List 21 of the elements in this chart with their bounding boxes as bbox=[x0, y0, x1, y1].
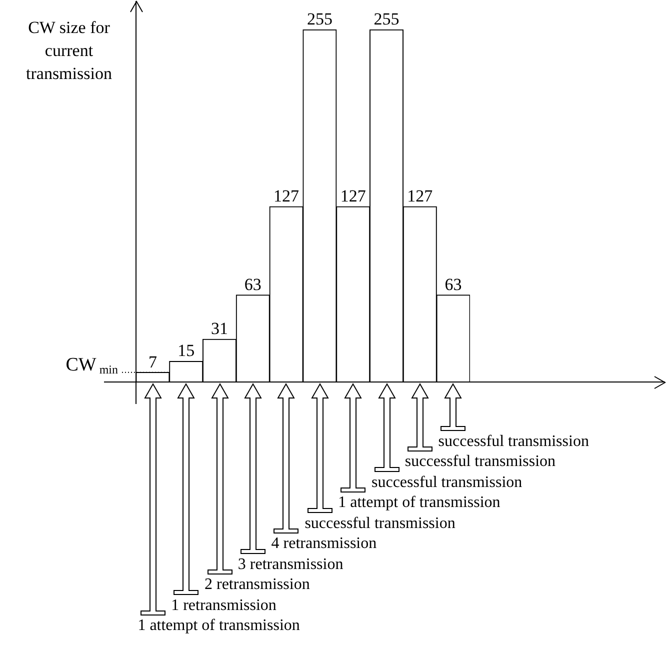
text: successful transmission bbox=[304, 514, 456, 532]
data-label: 255 bbox=[306, 10, 332, 29]
data-label: 63 bbox=[444, 274, 462, 294]
data-label: 15 bbox=[178, 341, 195, 360]
text: 3 retransmission bbox=[238, 556, 344, 574]
data-label: 127 bbox=[407, 186, 434, 206]
text: successful transmission bbox=[372, 474, 522, 492]
text: successful transmission bbox=[404, 453, 556, 471]
text: successful transmission bbox=[438, 432, 589, 450]
data-label: 127 bbox=[340, 186, 366, 206]
data-label: 31 bbox=[211, 319, 228, 338]
y-axis-title: CW size for current transmission bbox=[25, 17, 113, 85]
text: 2 retransmission bbox=[204, 576, 310, 594]
data-label: 7 bbox=[148, 352, 158, 372]
data-label: 127 bbox=[274, 186, 300, 206]
data-label: 63 bbox=[244, 274, 262, 294]
data-label: 255 bbox=[374, 10, 400, 29]
text: 1 attempt of transmission bbox=[138, 617, 300, 635]
text: 1 attempt of transmission bbox=[338, 494, 500, 512]
text: 1 retransmission bbox=[171, 596, 276, 614]
text: 4 retransmission bbox=[271, 535, 377, 553]
